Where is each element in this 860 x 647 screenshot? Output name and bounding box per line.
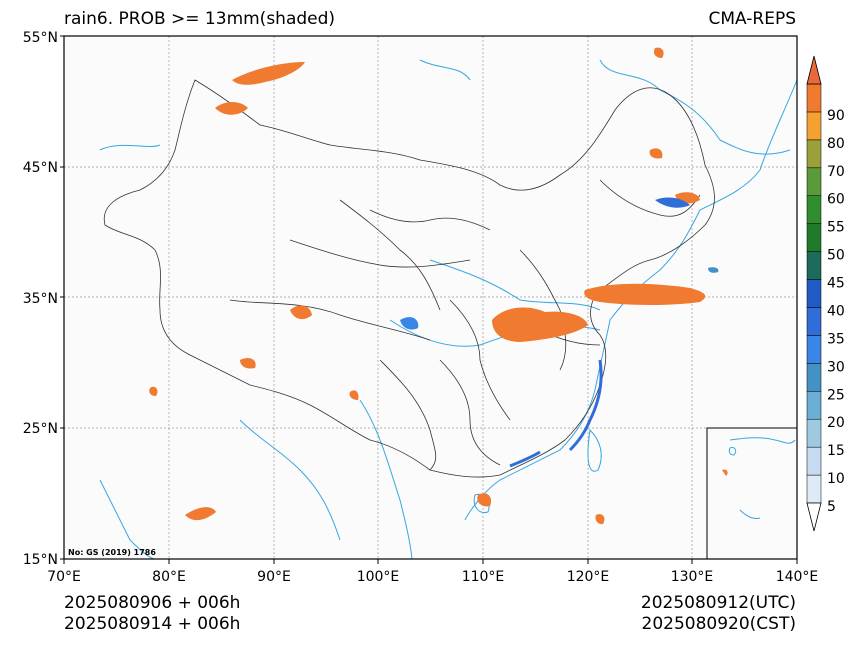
- colorbar-label: 30: [827, 359, 845, 375]
- init-time-cst: 2025080914 + 006h: [64, 614, 241, 634]
- colorbar-label: 35: [827, 331, 845, 347]
- lat-tick-55: 55°N: [23, 30, 58, 46]
- colorbar-label: 80: [827, 136, 845, 152]
- colorbar-segment: [806, 307, 822, 336]
- colorbar-segment: [806, 251, 822, 280]
- colorbar-segment: [806, 167, 822, 196]
- colorbar-label: 60: [827, 192, 845, 208]
- lon-tick-110: 110°E: [462, 569, 505, 585]
- lon-tick-90: 90°E: [257, 569, 291, 585]
- model-name: CMA-REPS: [708, 9, 796, 29]
- rivers-coastlines: [99, 59, 798, 560]
- valid-time-cst: 2025080920(CST): [641, 614, 796, 634]
- lat-tick-45: 45°N: [23, 160, 58, 176]
- map-credit: No: GS (2019) 1786: [68, 548, 156, 557]
- lon-tick-marks: [63, 559, 798, 564]
- colorbar-segment: [806, 446, 822, 476]
- colorbar-segment: [806, 195, 822, 224]
- colorbar-label: 15: [827, 443, 845, 459]
- colorbar-label: 90: [827, 108, 845, 124]
- colorbar-label: 5: [827, 499, 836, 515]
- colorbar-segment: [806, 139, 822, 169]
- colorbar-segment: [806, 83, 822, 113]
- latitude-labels: 55°N 45°N 35°N 25°N 15°N: [23, 30, 58, 568]
- colorbar-segment: [806, 279, 822, 308]
- lon-tick-70: 70°E: [47, 569, 81, 585]
- lon-tick-140: 140°E: [776, 569, 819, 585]
- lon-tick-120: 120°E: [567, 569, 610, 585]
- lat-tick-marks: [60, 35, 64, 560]
- lat-tick-15: 15°N: [23, 552, 58, 568]
- colorbar: 5 10 15 20 25 30 35 40 45 50 55 60 70 80 90: [806, 55, 845, 532]
- colorbar-segment: [806, 111, 822, 141]
- lon-tick-80: 80°E: [152, 569, 186, 585]
- colorbar-segment: [806, 474, 822, 504]
- colorbar-label: 50: [827, 248, 845, 264]
- init-time-utc: 2025080906 + 006h: [64, 593, 241, 613]
- province-borders: [103, 79, 715, 478]
- colorbar-label: 70: [827, 164, 845, 180]
- lon-tick-100: 100°E: [357, 569, 400, 585]
- south-china-sea-inset: [706, 427, 798, 560]
- colorbar-label: 40: [827, 303, 845, 319]
- colorbar-label: 55: [827, 220, 845, 236]
- lon-tick-130: 130°E: [671, 569, 714, 585]
- inset-shading: [722, 469, 728, 476]
- colorbar-label: 10: [827, 471, 845, 487]
- longitude-labels: 70°E 80°E 90°E 100°E 110°E 120°E 130°E 1…: [47, 569, 818, 585]
- colorbar-segment: [806, 363, 822, 392]
- inset-coastline: [728, 437, 796, 519]
- colorbar-segment: [806, 335, 822, 364]
- colorbar-segment: [806, 418, 822, 448]
- lat-tick-25: 25°N: [23, 421, 58, 437]
- colorbar-label: 45: [827, 276, 845, 292]
- probability-shading: [149, 47, 719, 525]
- colorbar-label: 25: [827, 387, 845, 403]
- valid-time-utc: 2025080912(UTC): [640, 593, 796, 613]
- map-title: rain6. PROB >= 13mm(shaded): [64, 9, 336, 29]
- colorbar-label: 20: [827, 415, 845, 431]
- colorbar-segment: [806, 223, 822, 252]
- lat-tick-35: 35°N: [23, 291, 58, 307]
- colorbar-max-arrow: [806, 55, 822, 85]
- colorbar-segment: [806, 391, 822, 420]
- colorbar-min-arrow: [806, 502, 822, 532]
